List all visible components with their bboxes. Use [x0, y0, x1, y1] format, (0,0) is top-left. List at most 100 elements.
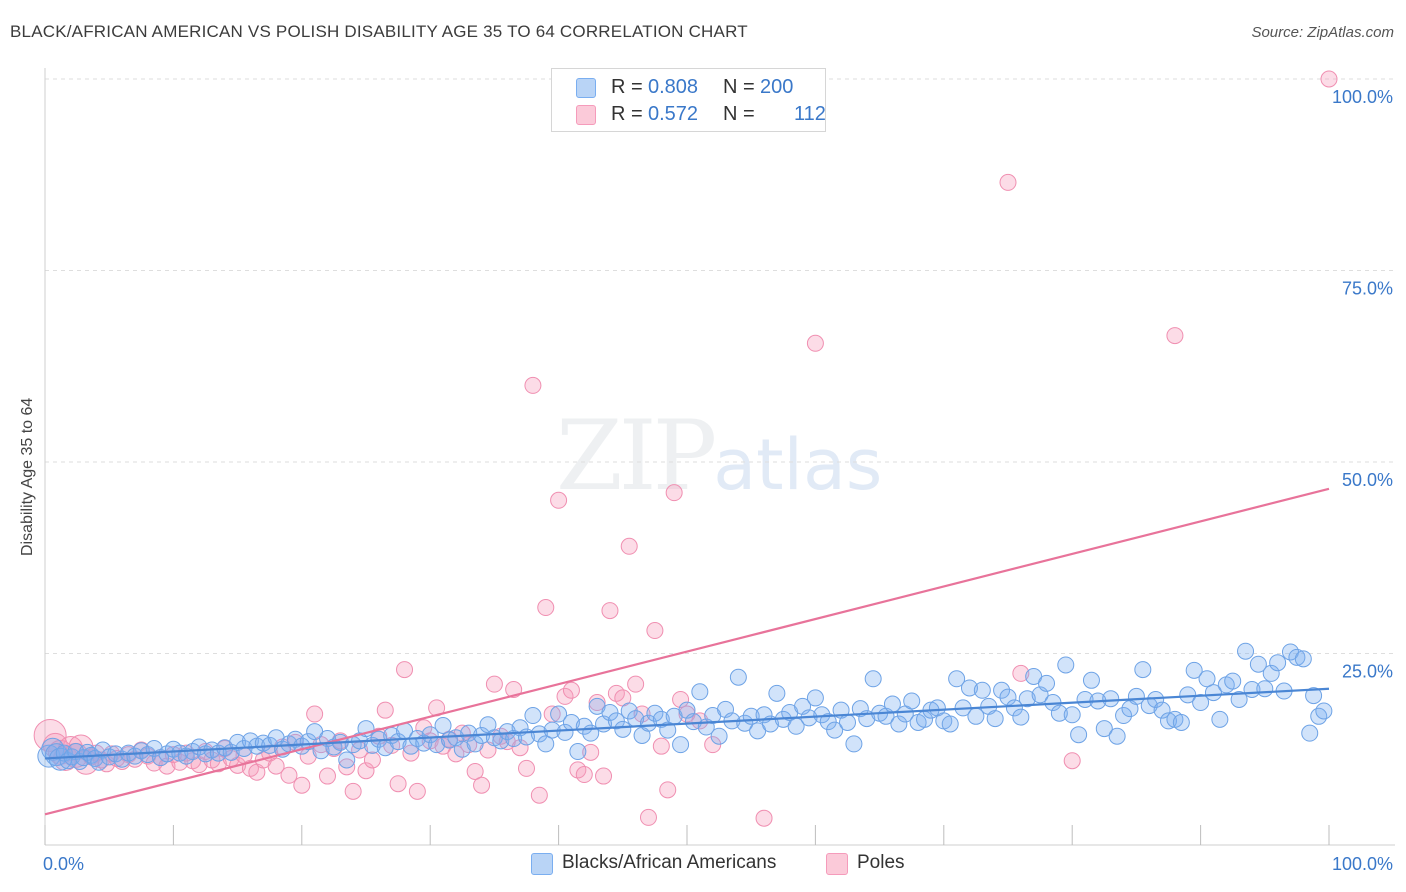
blacks-point	[601, 703, 619, 721]
poles-point	[672, 690, 690, 708]
blacks-point	[639, 714, 657, 732]
x-tick-label: 100.0%	[1332, 854, 1393, 874]
poles-point	[652, 737, 670, 755]
source-label: Source: ZipAtlas.com	[1251, 24, 1394, 41]
blacks-point	[453, 740, 471, 758]
poles-point	[318, 767, 336, 785]
poles-point	[627, 675, 645, 693]
poles-point	[1012, 664, 1030, 682]
y-tick-label: 50.0%	[1342, 470, 1393, 490]
blacks-point	[768, 684, 786, 702]
blacks-point	[1198, 670, 1216, 688]
blacks-point	[614, 720, 632, 738]
blacks-point	[941, 715, 959, 733]
blacks-point	[1237, 642, 1255, 660]
blacks-point	[845, 735, 863, 753]
watermark-zip: ZIP	[556, 400, 717, 512]
poles-point	[659, 781, 677, 799]
poles-trendline	[44, 487, 1330, 816]
blacks-point	[1134, 661, 1152, 679]
poles-point	[280, 766, 298, 784]
poles-point	[806, 334, 824, 352]
blacks-point	[537, 735, 555, 753]
blacks-point	[524, 707, 542, 725]
poles-point	[556, 687, 574, 705]
poles-point	[518, 759, 535, 777]
poles-point	[473, 776, 491, 794]
poles-point	[306, 705, 324, 723]
blacks-point	[338, 751, 356, 769]
legend-r-value: 0.808	[648, 76, 699, 98]
poles-point	[999, 173, 1017, 191]
blacks-point	[1211, 710, 1229, 728]
blacks-point	[1172, 713, 1190, 731]
blacks-point	[1057, 656, 1075, 674]
blacks-point	[672, 736, 690, 754]
poles-point	[267, 757, 285, 775]
blacks-point	[851, 700, 869, 718]
blacks-point	[986, 710, 1004, 728]
blacks-point	[389, 733, 407, 751]
x-tick-label: 0.0%	[43, 854, 84, 874]
legend-r-label: R =	[611, 103, 643, 125]
bottom-legend-swatch-pink	[826, 853, 848, 875]
blacks-point	[826, 721, 844, 739]
blacks-point	[1038, 674, 1056, 692]
poles-point	[550, 491, 568, 509]
poles-point	[376, 701, 394, 719]
blacks-point	[1012, 708, 1030, 726]
blacks-point	[819, 713, 837, 731]
blacks-point	[1256, 680, 1274, 698]
blacks-point	[37, 744, 61, 768]
blacks-point	[1230, 690, 1248, 708]
blacks-point	[1310, 707, 1328, 725]
poles-point	[338, 758, 356, 776]
blacks-point	[1102, 690, 1120, 708]
blacks-point	[1050, 704, 1068, 722]
legend-n-value: 112	[794, 103, 826, 125]
blacks-point	[973, 681, 991, 699]
blacks-point	[607, 712, 625, 730]
poles-point	[524, 376, 542, 394]
poles-point	[530, 786, 548, 804]
grid-lines	[45, 78, 1395, 654]
legend-n-label: N =	[723, 103, 755, 125]
blacks-point	[434, 717, 452, 735]
series-blacks	[37, 642, 1333, 771]
blacks-point	[1315, 702, 1333, 720]
blacks-point	[1018, 690, 1036, 708]
poles-point	[363, 751, 381, 769]
poles-point	[575, 766, 593, 784]
poles-point	[396, 661, 414, 679]
poles-point	[537, 599, 555, 617]
blacks-point	[710, 727, 728, 745]
blacks-point	[1108, 727, 1126, 745]
poles-point	[639, 808, 657, 826]
chart-title: BLACK/AFRICAN AMERICAN VS POLISH DISABIL…	[10, 22, 748, 41]
blacks-trendline	[44, 687, 1330, 760]
poles-point	[1320, 70, 1338, 88]
y-tick-label: 25.0%	[1342, 662, 1393, 682]
blacks-point	[1269, 654, 1287, 672]
blacks-point	[864, 670, 882, 688]
blacks-point	[1005, 699, 1023, 717]
blacks-point	[960, 679, 978, 697]
legend-r-label: R =	[611, 76, 643, 98]
blacks-point	[229, 733, 247, 751]
blacks-point	[646, 704, 664, 722]
poles-point	[1063, 752, 1081, 770]
poles-point	[582, 743, 600, 761]
legend-n-label: N =	[723, 76, 755, 98]
poles-point	[595, 767, 613, 785]
poles-point	[588, 694, 606, 712]
watermark: ZIPatlas	[556, 400, 882, 512]
blacks-point	[1249, 655, 1267, 673]
blacks-point	[1262, 664, 1280, 682]
blacks-point	[1082, 671, 1100, 689]
axes	[44, 68, 1395, 846]
y-tick-label: 75.0%	[1342, 279, 1393, 299]
poles-point	[485, 675, 503, 693]
blacks-point	[903, 692, 921, 710]
blacks-point	[948, 670, 966, 688]
